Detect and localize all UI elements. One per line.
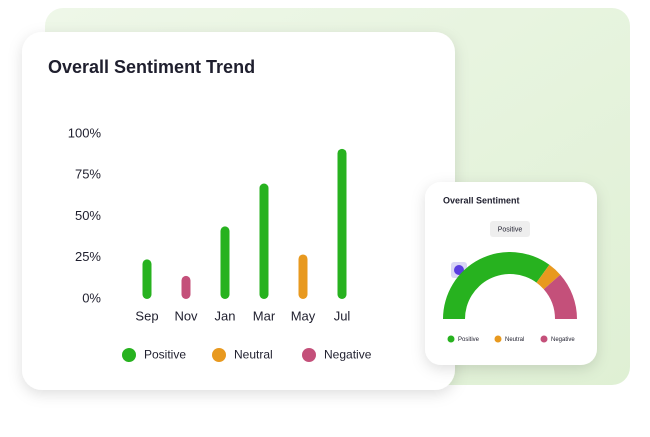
legend-label: Neutral [505,337,524,343]
y-tick-label: 25% [75,249,101,264]
legend-label: Negative [551,337,575,343]
y-tick-label: 50% [75,208,101,223]
trend-card [22,32,455,390]
gauge-segment [536,264,561,290]
gauge-segment [543,274,577,319]
bar [181,275,191,299]
bar [220,226,230,299]
gauge-segment [443,252,550,319]
legend-swatch [494,335,502,343]
legend-swatch [212,348,226,362]
y-tick-label: 0% [82,290,101,305]
x-tick-label: Nov [174,308,198,323]
chart-title: Overall Sentiment [443,195,520,205]
bar [337,148,347,299]
x-tick-label: Jul [334,308,351,323]
emoji-face [454,265,464,275]
bar [142,259,152,299]
x-tick-label: Mar [253,308,276,323]
legend-label: Positive [458,337,480,343]
legend-swatch [302,348,316,362]
y-tick-label: 100% [68,125,102,140]
x-tick-label: May [291,308,316,323]
x-tick-label: Sep [135,308,158,323]
bar [259,183,269,299]
bar [298,254,308,299]
legend-swatch [122,348,136,362]
legend-label: Neutral [234,348,273,362]
x-tick-label: Jan [215,308,236,323]
legend-swatch [447,335,455,343]
y-tick-label: 75% [75,167,101,182]
chart-title: Overall Sentiment Trend [48,57,255,77]
legend-label: Negative [324,348,372,362]
legend-label: Positive [144,348,186,362]
badge [490,221,530,237]
badge-label: Positive [498,226,523,233]
legend-swatch [540,335,548,343]
chart-layer: 0% 25% 50% 75% 100% Sep Nov Jan Mar May Jul Positiv… [68,125,577,362]
